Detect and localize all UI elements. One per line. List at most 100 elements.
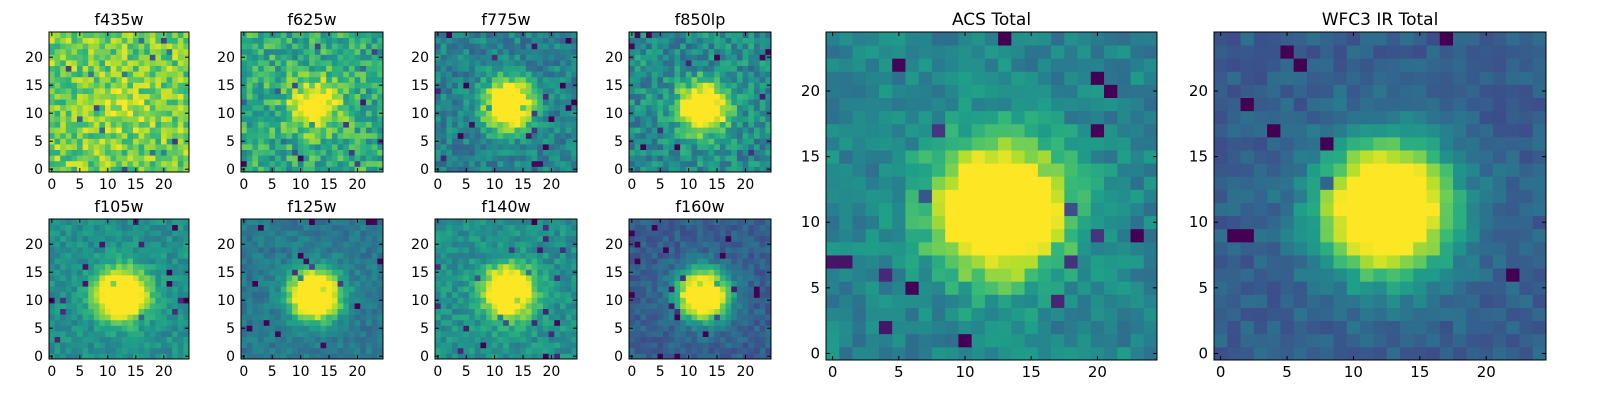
heatmap-cell	[343, 230, 350, 237]
heatmap-cell	[303, 166, 310, 173]
heatmap-cell	[646, 291, 653, 298]
heatmap-cell	[161, 110, 167, 117]
heatmap-cell	[377, 88, 384, 94]
heatmap-cell	[491, 247, 498, 253]
heatmap-cell	[685, 132, 692, 139]
heatmap-cell	[371, 82, 378, 89]
heatmap-cell	[303, 48, 310, 55]
heatmap-cell	[297, 127, 304, 134]
heatmap-cell	[65, 88, 72, 94]
heatmap-cell	[65, 65, 72, 72]
heatmap-cell	[657, 88, 664, 94]
heatmap-cell	[286, 88, 293, 94]
heatmap-cell	[520, 235, 527, 242]
heatmap-cell	[452, 93, 459, 100]
heatmap-cell	[463, 280, 470, 287]
heatmap-cell	[110, 280, 117, 287]
heatmap-cell	[65, 269, 72, 276]
heatmap-cell	[269, 99, 276, 106]
heatmap-cell	[348, 76, 355, 83]
heatmap-cell	[297, 252, 304, 259]
heatmap-cell	[166, 127, 173, 134]
heatmap-cell	[99, 291, 106, 298]
heatmap-cell	[731, 76, 738, 83]
heatmap-cell	[110, 319, 117, 326]
heatmap-cell	[297, 116, 304, 122]
heatmap-cell	[680, 127, 687, 134]
heatmap-cell	[731, 104, 738, 111]
heatmap-cell	[138, 71, 145, 78]
heatmap-cell	[548, 65, 555, 72]
heatmap-cell	[634, 32, 641, 38]
heatmap-cell	[565, 258, 572, 265]
heatmap-cell	[326, 291, 333, 298]
heatmap-cell	[452, 342, 459, 349]
heatmap-cell	[640, 291, 647, 298]
heatmap-cell	[765, 65, 772, 72]
heatmap-cell	[629, 76, 636, 83]
heatmap-cell	[337, 32, 344, 38]
heatmap-cell	[348, 297, 355, 304]
heatmap-cell	[177, 60, 184, 66]
heatmap-cell	[121, 65, 128, 72]
heatmap-cell	[759, 336, 766, 343]
heatmap-cell	[474, 65, 481, 72]
heatmap-cell	[155, 224, 162, 231]
heatmap-cell	[314, 235, 321, 242]
heatmap-cell	[634, 82, 641, 89]
heatmap-cell	[559, 353, 567, 360]
heatmap-cell	[263, 252, 270, 259]
heatmap-cell	[731, 138, 738, 145]
heatmap-cell	[508, 82, 515, 89]
heatmap-cell	[452, 82, 459, 89]
heatmap-cell	[269, 269, 276, 276]
heatmap-cell	[531, 138, 538, 145]
heatmap-cell	[691, 132, 698, 139]
heatmap-cell	[246, 71, 253, 78]
heatmap-cell	[691, 127, 698, 134]
heatmap-cell	[474, 275, 481, 281]
heatmap-cell	[275, 121, 282, 128]
heatmap-cell	[753, 127, 761, 134]
heatmap-cell	[691, 160, 698, 167]
heatmap-cell	[736, 160, 743, 167]
heatmap-cell	[525, 88, 532, 94]
heatmap-cell	[503, 54, 510, 61]
heatmap-cell	[360, 230, 367, 237]
heatmap-cell	[759, 286, 766, 293]
heatmap-cell	[753, 71, 761, 78]
heatmap-cell	[371, 353, 378, 360]
heatmap-cell	[697, 155, 704, 162]
heatmap-cell	[77, 314, 83, 321]
heatmap-cell	[742, 308, 749, 315]
heatmap-cell	[365, 132, 373, 139]
heatmap-cell	[297, 144, 304, 150]
heatmap-cell	[702, 275, 709, 281]
heatmap-cell	[303, 263, 310, 270]
heatmap-cell	[149, 303, 156, 309]
heatmap-cell	[719, 88, 726, 94]
heatmap-cell	[54, 269, 61, 276]
heatmap-cell	[446, 32, 453, 38]
heatmap-cell	[60, 127, 67, 134]
heatmap-cell	[49, 291, 55, 298]
heatmap-cell	[241, 308, 248, 315]
heatmap-cell	[149, 275, 156, 281]
heatmap-cell	[753, 48, 761, 55]
heatmap-cell	[503, 286, 510, 293]
heatmap-cell	[320, 230, 327, 237]
heatmap-cell	[246, 314, 253, 321]
heatmap-cell	[149, 82, 156, 89]
heatmap-cell	[286, 48, 293, 55]
heatmap-cell	[542, 82, 549, 89]
heatmap-cell	[486, 303, 493, 309]
heatmap-cell	[269, 155, 276, 162]
heatmap-cell	[497, 303, 504, 309]
heatmap-cell	[297, 110, 304, 117]
heatmap-cell	[714, 116, 721, 122]
heatmap-cell	[105, 160, 111, 167]
heatmap-cell	[121, 353, 128, 360]
heatmap-cell	[731, 160, 738, 167]
heatmap-cell	[183, 230, 190, 237]
heatmap-cell	[759, 325, 766, 332]
